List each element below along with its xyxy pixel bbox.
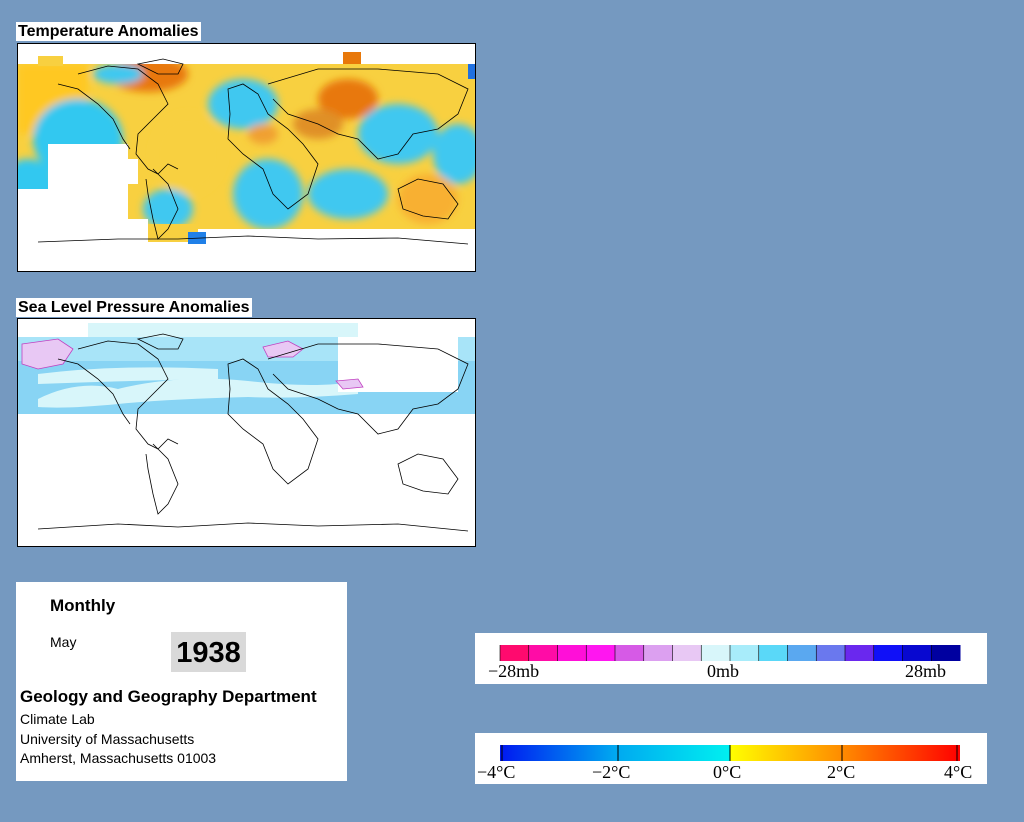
department-label: Geology and Geography Department [20,687,317,706]
period-label: Monthly [50,596,116,615]
year-label: 1938 [171,632,246,672]
info-panel: Monthly May 1938 Geology and Geography D… [16,582,347,781]
address-label: Amherst, Massachusetts 01003 [20,750,217,766]
temperature-anomaly-map [17,43,476,272]
temperature-anomalies-title: Temperature Anomalies [16,22,201,41]
pressure-swatch [730,645,760,661]
pressure-swatch [816,645,846,661]
pressure-legend-zero-label: 0mb [707,661,739,681]
pressure-swatch [557,645,587,661]
pressure-swatch [528,645,558,661]
pressure-swatch [758,645,788,661]
pressure-anomalies-title: Sea Level Pressure Anomalies [16,298,252,317]
pressure-swatch [845,645,875,661]
pressure-swatch [586,645,616,661]
pressure-swatch [672,645,702,661]
pressure-swatch [643,645,673,661]
temp-legend-label-neg4: −4°C [477,762,515,782]
temp-legend-label-2: 2°C [827,762,855,782]
pressure-swatch [615,645,645,661]
pressure-swatch [931,645,961,661]
pressure-color-legend: −28mb 0mb 28mb [475,633,987,684]
temperature-color-legend: −4°C −2°C 0°C 2°C 4°C [475,733,987,784]
lab-label: Climate Lab [20,711,95,727]
pressure-anomaly-map [17,318,476,547]
temp-legend-label-neg2: −2°C [592,762,630,782]
temp-legend-label-4: 4°C [944,762,972,782]
pressure-legend-min-label: −28mb [488,661,539,681]
university-label: University of Massachusetts [20,731,195,747]
pressure-swatch [500,645,530,661]
temp-legend-label-0: 0°C [713,762,741,782]
pressure-legend-max-label: 28mb [905,661,946,681]
pressure-swatch [701,645,731,661]
pressure-swatch [902,645,932,661]
pressure-swatch [787,645,817,661]
pressure-swatch [873,645,903,661]
month-label: May [50,634,77,650]
